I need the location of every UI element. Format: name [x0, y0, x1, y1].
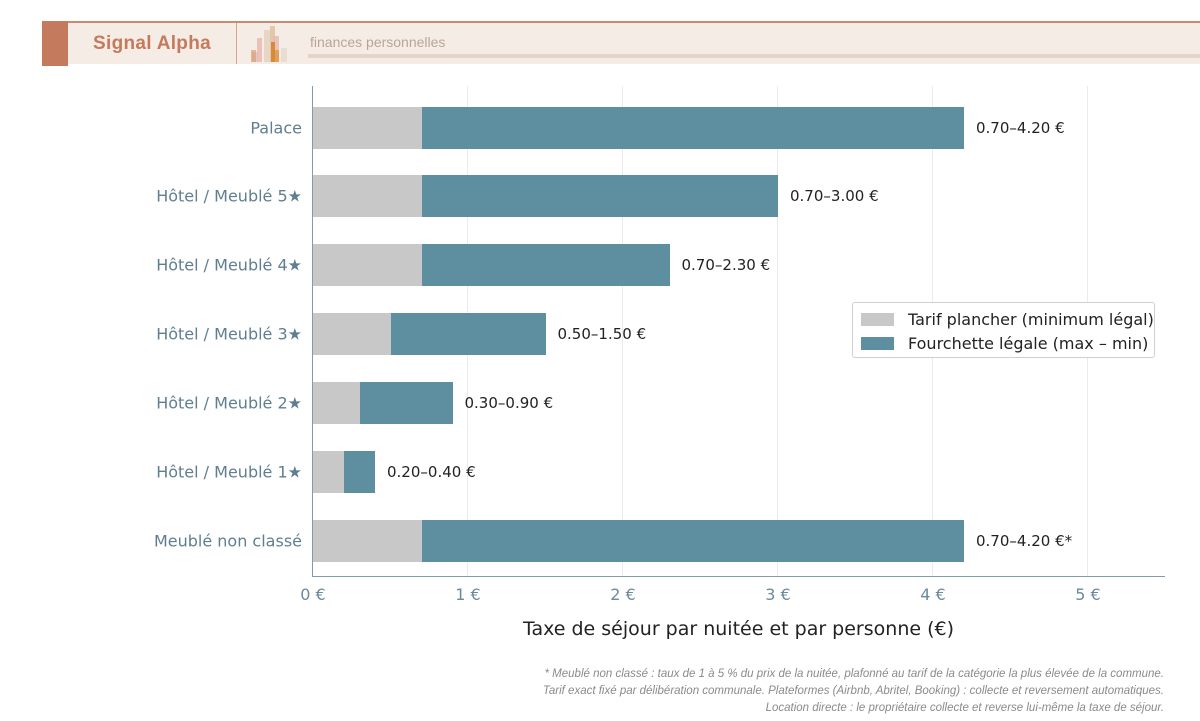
x-tick-label: 0 €: [300, 585, 326, 604]
site-header: Signal Alpha finances personnelles: [42, 21, 1200, 66]
footnote-line: * Meublé non classé : taux de 1 à 5 % du…: [544, 668, 1164, 680]
y-axis-line: [312, 86, 313, 577]
y-category-label: Hôtel / Meublé 1★: [156, 462, 302, 482]
footnote-line: Tarif exact fixé par délibération commun…: [542, 685, 1164, 697]
footnote-line: Location directe : le propriétaire colle…: [765, 702, 1164, 714]
y-category-label: Hôtel / Meublé 2★: [156, 393, 302, 413]
bar-value-label: 0.50–1.50 €: [557, 325, 647, 343]
header-accent-block: [42, 21, 68, 66]
bar-value-label: 0.70–2.30 €: [681, 256, 771, 274]
bar-value-label: 0.70–4.20 €: [976, 119, 1065, 137]
bar-segment-range: [359, 382, 453, 424]
x-tick-label: 3 €: [765, 585, 791, 604]
chart-legend: Tarif plancher (minimum légal) Fourchett…: [852, 302, 1155, 358]
x-tick-label: 5 €: [1075, 585, 1101, 604]
x-tick-label: 4 €: [920, 585, 946, 604]
x-axis-title: Taxe de séjour par nuitée et par personn…: [523, 618, 954, 640]
y-category-label: Hôtel / Meublé 5★: [156, 186, 302, 206]
bar-segment-min: [313, 382, 360, 424]
bar-value-label: 0.30–0.90 €: [464, 394, 554, 412]
bar-segment-range: [390, 313, 546, 355]
bar-value-label: 0.70–3.00 €: [790, 187, 879, 205]
x-tick-label: 2 €: [610, 585, 636, 604]
x-tick-label: 1 €: [455, 585, 481, 604]
gridline: [622, 86, 623, 576]
bar-value-label: 0.20–0.40 €: [387, 463, 476, 481]
bar-segment-min: [313, 520, 422, 562]
bar-segment-range: [421, 175, 778, 217]
y-category-label: Meublé non classé: [153, 531, 302, 551]
y-category-label: Hôtel / Meublé 4★: [156, 255, 302, 275]
bar-segment-min: [313, 175, 422, 217]
y-category-label: Palace: [250, 118, 302, 138]
y-category-label: Hôtel / Meublé 3★: [156, 324, 302, 344]
legend-item-min: Tarif plancher (minimum légal): [861, 310, 1154, 329]
bar-segment-range: [421, 244, 670, 286]
legend-label-range: Fourchette légale (max – min): [908, 334, 1149, 353]
legend-swatch-min: [861, 313, 894, 326]
legend-item-range: Fourchette légale (max – min): [861, 334, 1148, 353]
bar-value-label: 0.70–4.20 €*: [976, 532, 1073, 550]
gridline: [777, 86, 778, 576]
header-rule: [308, 54, 1200, 58]
bar-segment-range: [421, 520, 964, 562]
legend-label-min: Tarif plancher (minimum légal): [908, 310, 1154, 329]
bar-segment-min: [313, 244, 422, 286]
bar-segment-min: [313, 451, 344, 493]
bar-segment-range: [421, 107, 964, 149]
bar-segment-min: [313, 107, 422, 149]
footnote: * Meublé non classé : taux de 1 à 5 % du…: [543, 666, 1164, 717]
bar-segment-min: [313, 313, 391, 355]
x-axis-line: [312, 576, 1165, 577]
bar-segment-range: [344, 451, 375, 493]
legend-swatch-range: [861, 337, 894, 350]
bar-chart-logo-icon: [251, 26, 287, 62]
brand-name[interactable]: Signal Alpha: [68, 23, 237, 64]
header-tagline: finances personnelles: [310, 34, 446, 50]
